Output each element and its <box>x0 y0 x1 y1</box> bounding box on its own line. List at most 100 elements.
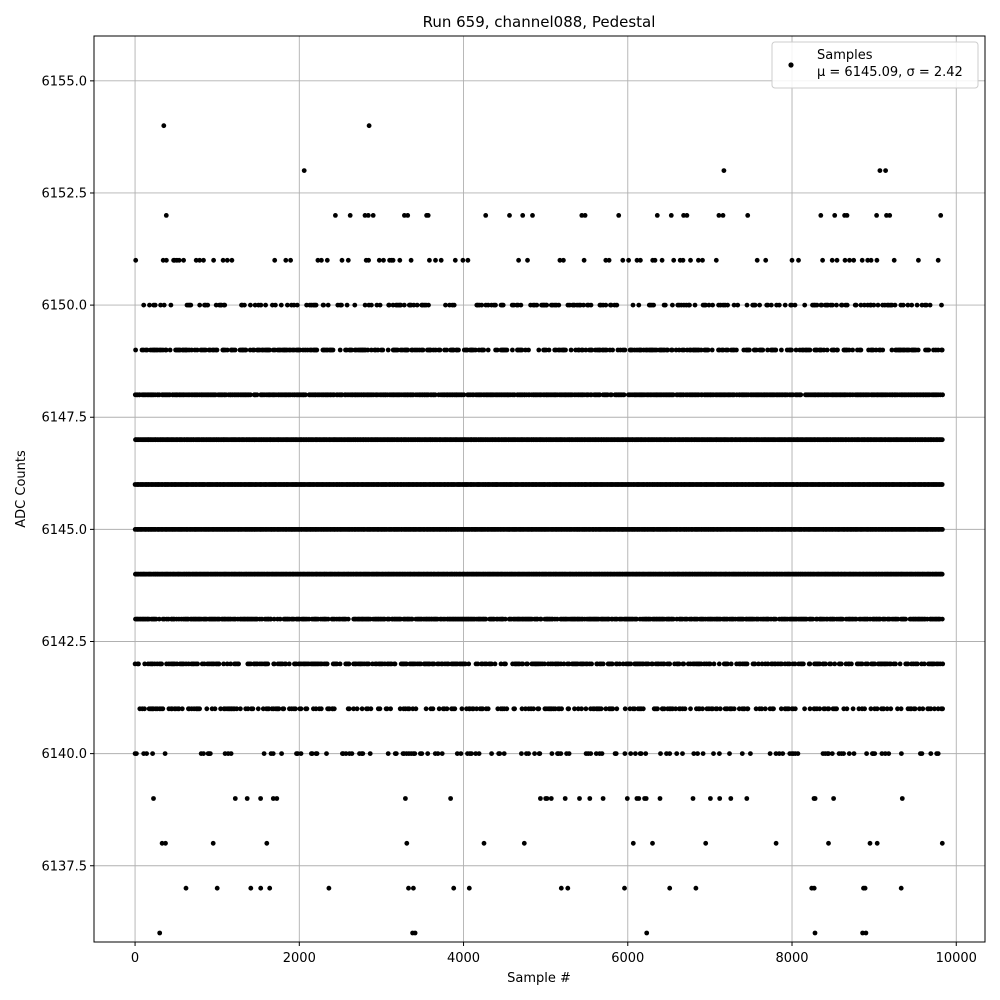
data-point <box>392 661 398 667</box>
data-point <box>940 661 946 667</box>
data-point <box>688 706 693 712</box>
data-point <box>756 661 761 667</box>
data-point <box>474 706 479 712</box>
data-point <box>519 706 525 712</box>
data-point <box>634 616 639 622</box>
data-point <box>600 661 606 667</box>
data-point <box>142 706 147 712</box>
data-point <box>431 661 437 667</box>
data-point <box>232 347 238 353</box>
data-point <box>451 885 457 891</box>
data-point <box>681 661 687 667</box>
data-point <box>250 706 256 712</box>
data-point <box>167 347 173 353</box>
data-point <box>346 661 352 667</box>
data-point <box>393 751 399 756</box>
data-point <box>238 706 243 712</box>
data-point <box>144 347 150 353</box>
data-point <box>512 706 517 712</box>
data-point <box>347 213 353 218</box>
data-point <box>921 661 927 667</box>
data-point <box>617 661 622 667</box>
data-point <box>333 213 338 218</box>
data-point <box>882 751 888 756</box>
data-point <box>502 616 508 622</box>
data-point <box>818 213 824 218</box>
data-point <box>538 796 543 801</box>
data-point <box>163 347 169 353</box>
data-point <box>579 213 585 218</box>
data-point <box>461 392 467 398</box>
data-point <box>762 706 768 712</box>
data-point <box>476 751 482 756</box>
data-point <box>214 347 220 353</box>
data-point <box>303 392 308 398</box>
data-point <box>939 437 945 443</box>
data-point <box>362 213 368 218</box>
data-point <box>886 751 892 756</box>
data-point <box>589 661 594 667</box>
data-point <box>346 706 352 712</box>
data-point <box>650 661 655 667</box>
data-point <box>655 706 660 712</box>
data-point <box>228 661 234 667</box>
data-point <box>812 930 818 936</box>
data-point <box>940 706 945 712</box>
data-point <box>779 661 784 667</box>
data-point <box>628 661 634 667</box>
data-point <box>935 751 941 756</box>
data-point <box>530 213 535 218</box>
data-point <box>621 392 627 398</box>
data-point <box>671 616 676 622</box>
data-point <box>251 347 257 353</box>
data-point <box>807 706 813 712</box>
data-point <box>258 796 263 801</box>
data-point <box>744 796 750 801</box>
data-point <box>771 706 776 712</box>
data-point <box>162 751 168 756</box>
data-point <box>134 751 139 756</box>
data-point <box>717 751 722 756</box>
data-point <box>151 796 156 801</box>
data-point <box>489 661 494 667</box>
data-point <box>483 213 489 218</box>
data-point <box>832 661 838 667</box>
data-point <box>248 392 253 398</box>
data-point <box>802 706 807 712</box>
data-point <box>497 751 503 756</box>
data-point <box>767 751 773 756</box>
data-point <box>498 661 504 667</box>
data-point <box>834 706 839 712</box>
data-point <box>204 706 210 712</box>
data-point <box>367 751 373 756</box>
data-point <box>728 661 734 667</box>
data-point <box>765 661 771 667</box>
data-point <box>721 168 727 174</box>
data-point <box>404 840 410 846</box>
data-point <box>419 751 425 756</box>
data-point <box>189 347 195 353</box>
data-point <box>717 706 723 712</box>
data-point <box>868 706 874 712</box>
data-point <box>466 661 472 667</box>
data-point <box>183 885 189 891</box>
data-point <box>792 706 798 712</box>
data-point <box>598 706 604 712</box>
data-point <box>559 706 564 712</box>
data-point <box>485 706 491 712</box>
data-point <box>197 706 203 712</box>
data-point <box>520 661 526 667</box>
data-point <box>905 661 911 667</box>
data-point <box>703 840 709 846</box>
data-point <box>406 885 411 891</box>
data-point <box>133 347 139 353</box>
data-point <box>298 751 304 756</box>
data-point <box>179 706 185 712</box>
data-point <box>195 661 201 667</box>
data-point <box>365 213 371 218</box>
data-point <box>939 482 945 487</box>
data-point <box>248 885 254 891</box>
data-point <box>566 706 572 712</box>
data-point <box>324 751 329 756</box>
